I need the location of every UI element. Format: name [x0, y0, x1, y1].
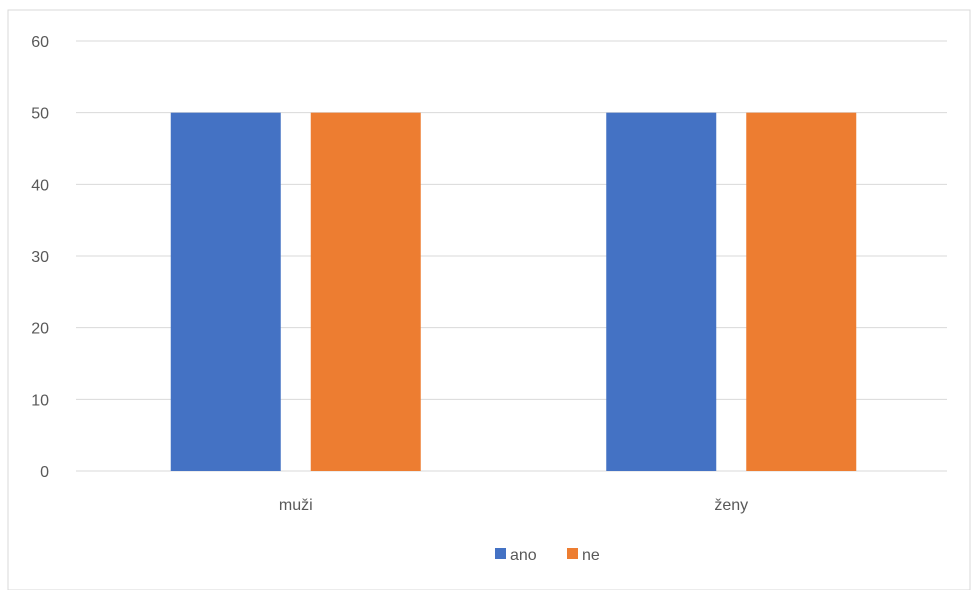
- x-axis-ticks: muži ženy: [279, 497, 748, 514]
- x-tick-label: muži: [279, 497, 313, 514]
- bar-ano-ženy: [606, 112, 717, 472]
- bar-ne-muži: [310, 112, 421, 472]
- legend-swatch-ne: [567, 548, 578, 559]
- y-tick-label: 0: [40, 464, 49, 481]
- y-tick-label: 10: [31, 392, 49, 409]
- y-tick-label: 20: [31, 321, 49, 338]
- bar-ne-ženy: [746, 112, 857, 472]
- legend-swatch-ano: [495, 548, 506, 559]
- legend: ano ne: [495, 547, 600, 564]
- legend-label-ano: ano: [510, 547, 537, 564]
- y-tick-label: 60: [31, 34, 49, 51]
- bar-ano-muži: [170, 112, 281, 472]
- y-tick-label: 40: [31, 177, 49, 194]
- legend-label-ne: ne: [582, 547, 600, 564]
- y-axis-ticks: 0 10 20 30 40 50 60: [31, 34, 49, 481]
- bars: [170, 112, 857, 472]
- y-tick-label: 30: [31, 249, 49, 266]
- x-tick-label: ženy: [714, 497, 748, 514]
- y-tick-label: 50: [31, 106, 49, 123]
